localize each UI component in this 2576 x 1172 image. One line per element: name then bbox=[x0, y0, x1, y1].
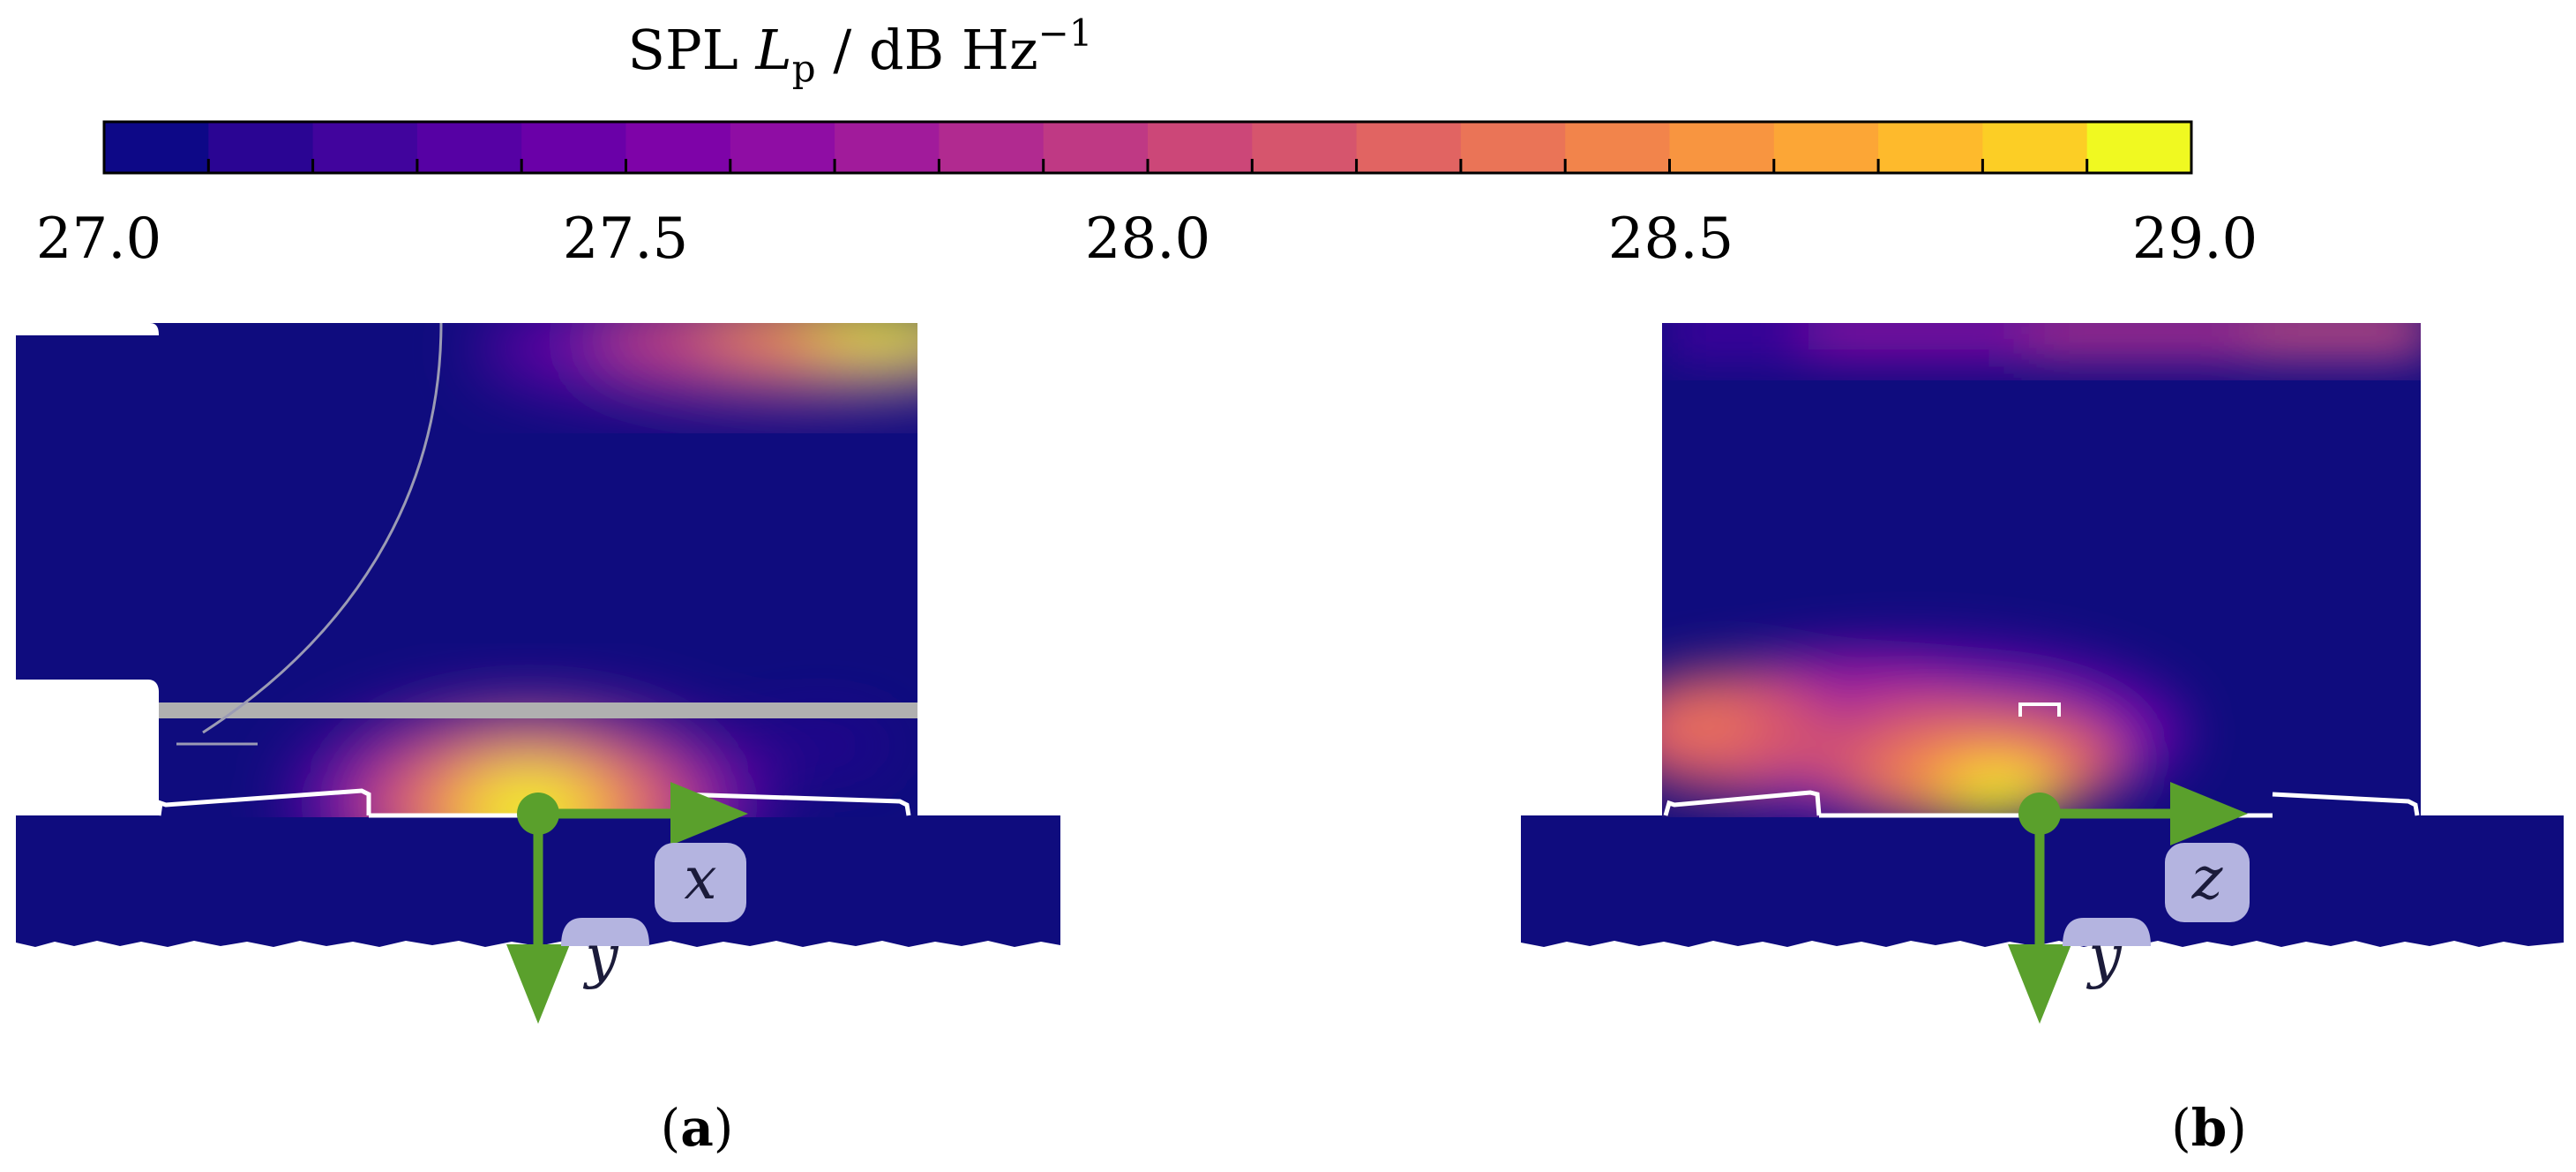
colorbar-level-cell bbox=[1982, 122, 2088, 173]
panel-b-z-arrowhead bbox=[2170, 782, 2248, 845]
panel-a-x-label: x bbox=[684, 845, 716, 913]
colorbar-level-cell bbox=[312, 122, 418, 173]
colorbar-level-cell bbox=[2086, 122, 2192, 173]
panel-a: x y (a) bbox=[16, 322, 1060, 1158]
panel-b-z-label-box bbox=[2165, 843, 2250, 922]
panel-a-x-label-box bbox=[655, 843, 746, 922]
panel-b-y-arrowhead bbox=[2008, 944, 2071, 1024]
panel-b-bracket bbox=[2018, 702, 2061, 717]
colorbar-level-cell bbox=[1878, 122, 1983, 173]
panel-a-rod bbox=[159, 702, 917, 718]
colorbar-level-cell bbox=[521, 122, 627, 173]
colorbar-level-cell bbox=[1773, 122, 1879, 173]
colorbar-tick-label: 29.0 bbox=[2132, 207, 2258, 272]
colorbar-tick-label: 27.0 bbox=[36, 207, 162, 272]
colorbar-cells bbox=[104, 122, 2192, 173]
colorbar-level-cell bbox=[835, 122, 940, 173]
panel-a-y-label: y bbox=[582, 922, 618, 990]
colorbar-tick-labels: 27.0 27.5 28.0 28.5 29.0 bbox=[36, 207, 2258, 272]
panel-b-y-label: y bbox=[2086, 922, 2122, 990]
colorbar-level-cell bbox=[104, 122, 209, 173]
colorbar-level-cell bbox=[416, 122, 522, 173]
colorbar-level-cell bbox=[1460, 122, 1566, 173]
colorbar-level-cell bbox=[1043, 122, 1149, 173]
panel-b-y-label-box bbox=[2063, 918, 2151, 946]
panel-a-x-arrowhead bbox=[670, 782, 748, 845]
panel-a-domain-cutout bbox=[16, 323, 159, 335]
panel-b: z y (b) bbox=[1521, 323, 2564, 1158]
colorbar-level-cell bbox=[1148, 122, 1253, 173]
colorbar-tick-label: 28.0 bbox=[1085, 207, 1211, 272]
colorbar-tick-label: 28.5 bbox=[1608, 207, 1734, 272]
colorbar-level-cell bbox=[208, 122, 314, 173]
colorbar-level-cell bbox=[1252, 122, 1358, 173]
colorbar: SPL Lp / dB Hz−1 27.0 27.5 28.0 28.5 29.… bbox=[36, 11, 2258, 272]
colorbar-level-cell bbox=[730, 122, 835, 173]
panel-b-z-label: z bbox=[2191, 845, 2224, 913]
panel-a-origin bbox=[517, 793, 559, 835]
colorbar-level-cell bbox=[1669, 122, 1775, 173]
panel-b-caption: (b) bbox=[2171, 1098, 2247, 1158]
panel-b-origin bbox=[2018, 793, 2061, 835]
panel-a-inlet-cutout bbox=[16, 680, 159, 815]
colorbar-title: SPL Lp / dB Hz−1 bbox=[627, 11, 1092, 90]
panel-a-caption: (a) bbox=[661, 1098, 734, 1158]
colorbar-level-cell bbox=[1565, 122, 1671, 173]
panel-a-y-arrowhead bbox=[506, 944, 570, 1024]
colorbar-tick-label: 27.5 bbox=[563, 207, 689, 272]
colorbar-level-cell bbox=[1356, 122, 1462, 173]
colorbar-level-cell bbox=[939, 122, 1045, 173]
panel-a-arc bbox=[202, 322, 443, 734]
panel-a-y-label-box bbox=[561, 918, 649, 946]
colorbar-ticks bbox=[206, 159, 2089, 173]
colorbar-level-cell bbox=[625, 122, 731, 173]
